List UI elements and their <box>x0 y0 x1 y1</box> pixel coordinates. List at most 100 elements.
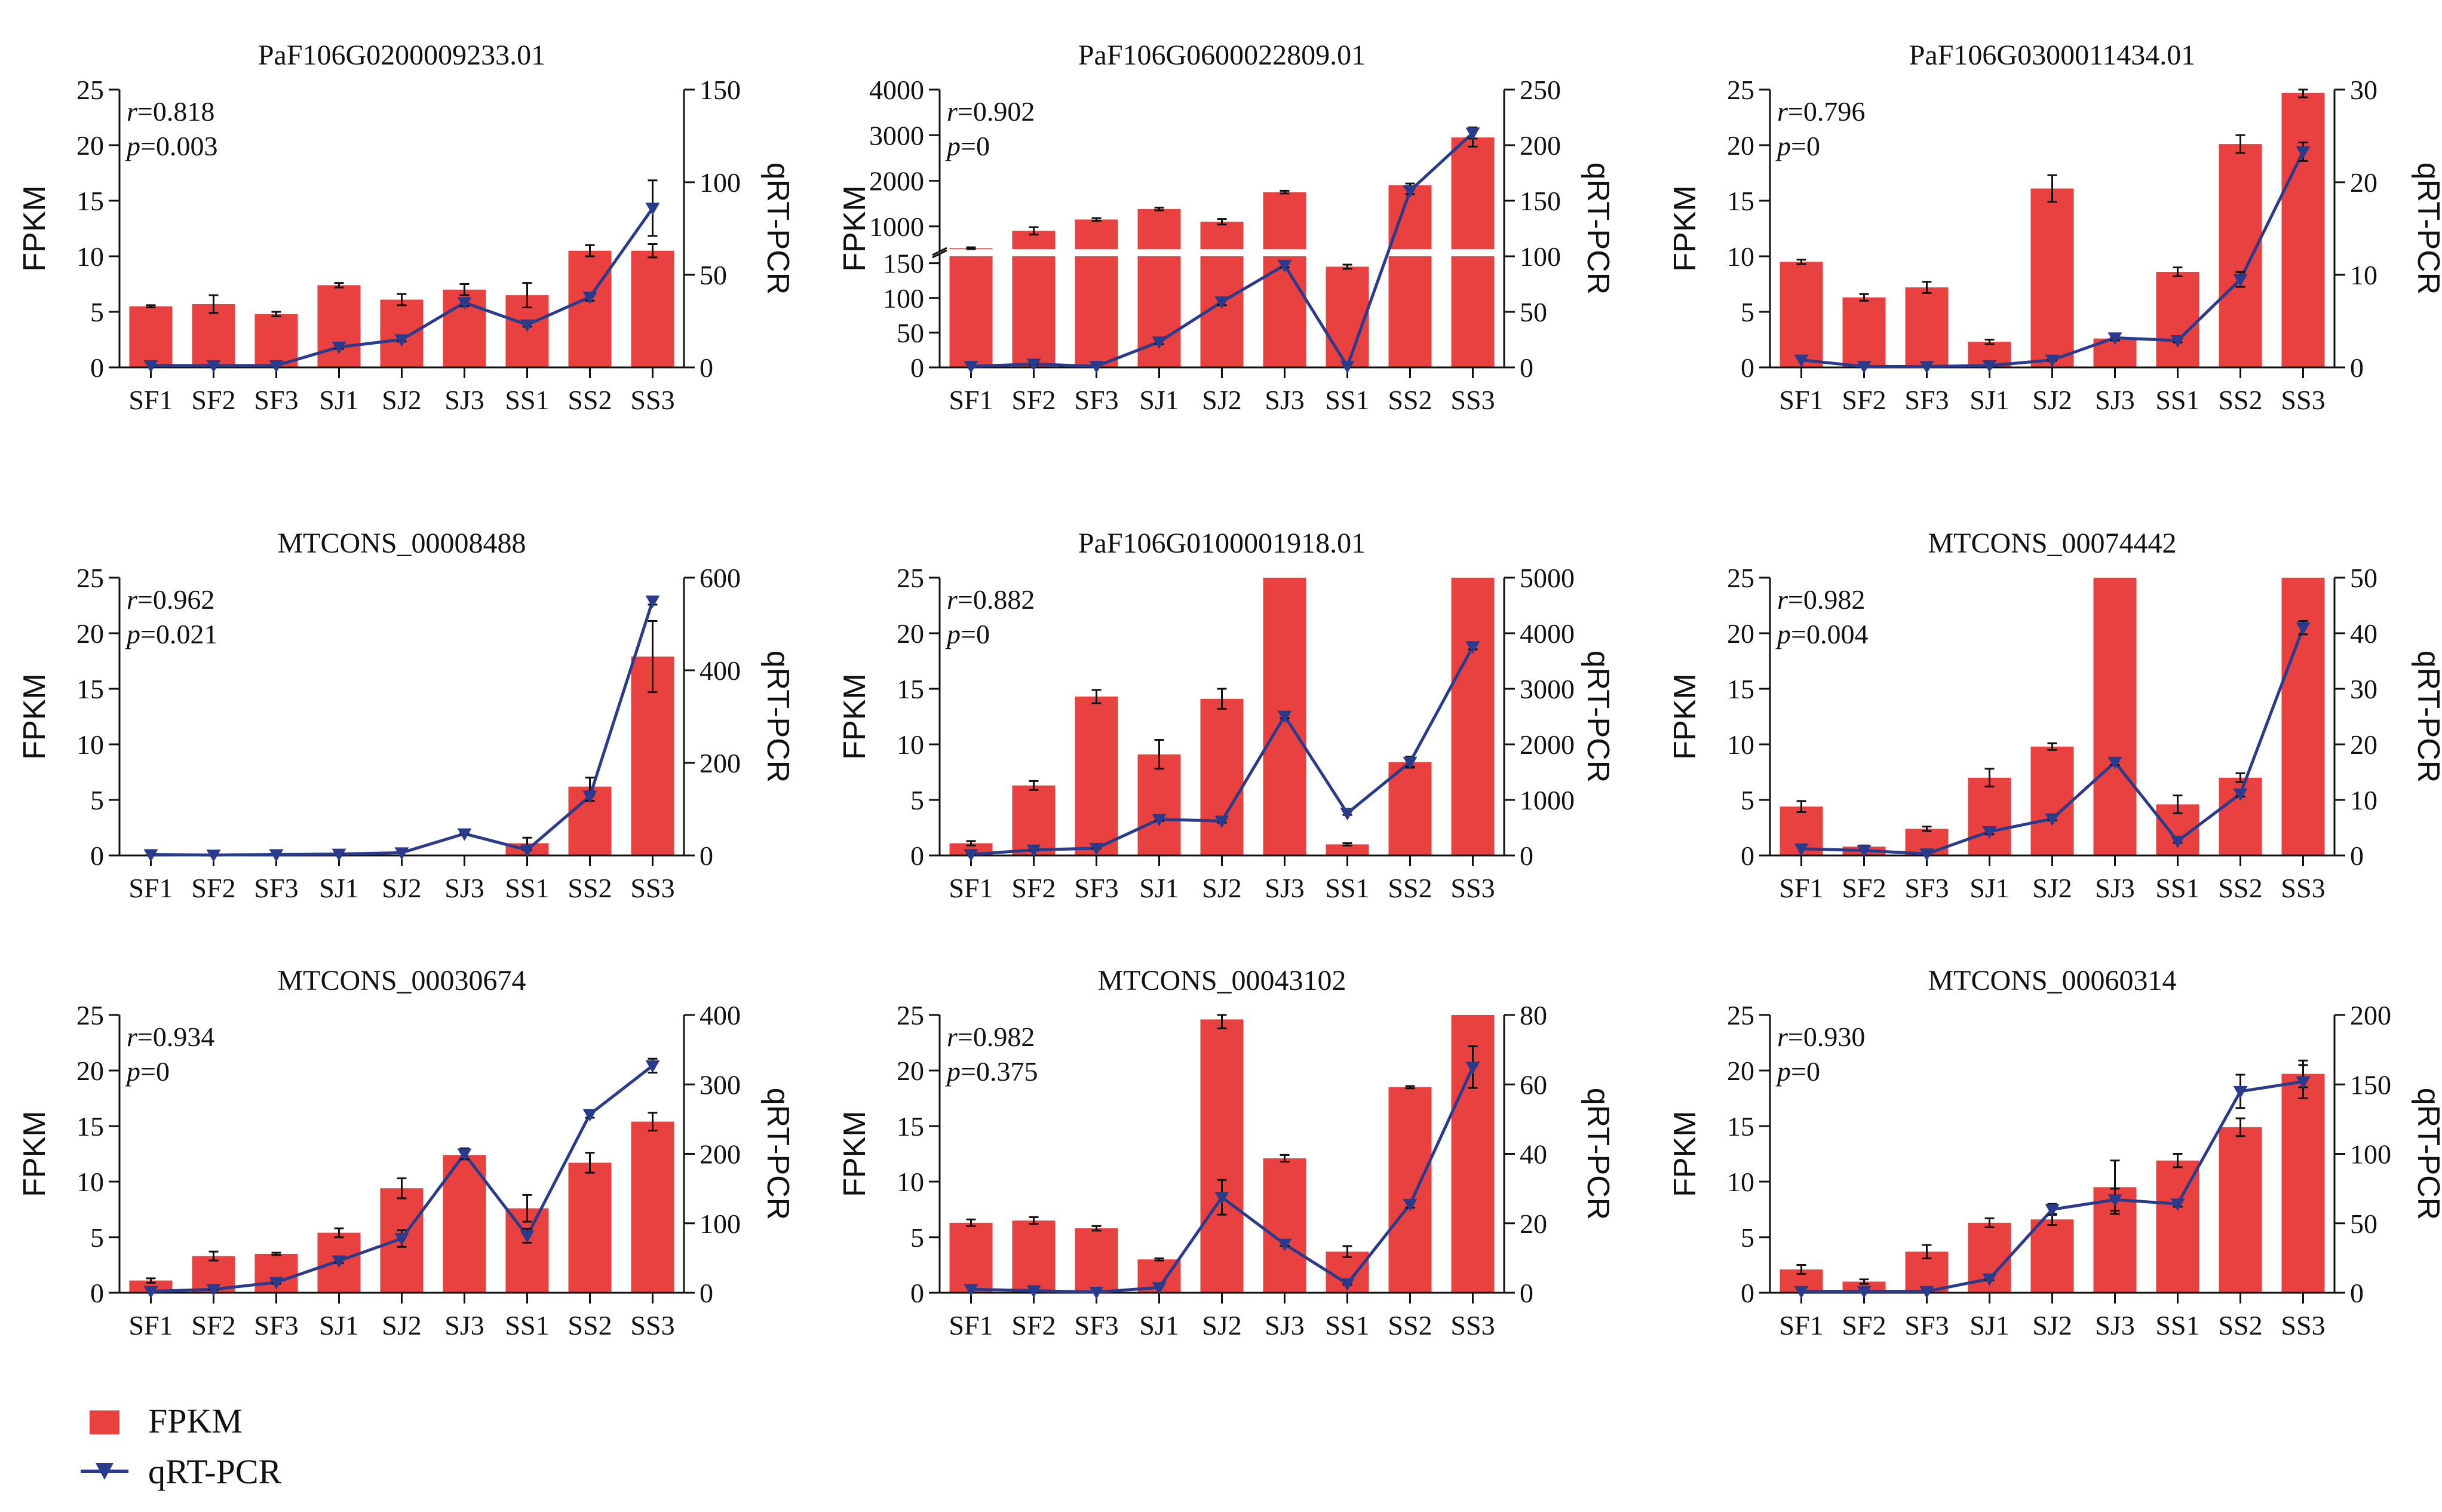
fpkm-bar <box>1012 1220 1056 1293</box>
qrt-point <box>1340 808 1355 821</box>
x-tick-label: SF1 <box>128 385 173 415</box>
fpkm-bar <box>1968 777 2011 855</box>
fpkm-bar <box>1263 1158 1306 1293</box>
fpkm-tick-label: 5 <box>1741 1222 1754 1253</box>
qrt-point <box>520 1230 535 1243</box>
fpkm-bar <box>129 306 173 367</box>
qrt-point <box>2045 354 2060 367</box>
qrt-point <box>206 360 221 373</box>
x-tick-label: SS1 <box>505 1310 549 1341</box>
fpkm-tick-label: 0 <box>1741 352 1754 383</box>
qrt-point <box>1277 259 1292 272</box>
fpkm-bar <box>1388 1087 1432 1293</box>
qrt-point <box>143 360 158 373</box>
qrt-point <box>582 292 597 305</box>
fpkm-bar <box>568 1163 612 1293</box>
r-annotation: r=0.796 <box>1777 96 1865 127</box>
fpkm-error-bar <box>1217 688 1227 710</box>
fpkm-error-bar <box>1154 739 1164 770</box>
x-tick-label: SS2 <box>1388 385 1432 415</box>
fpkm-tick-label: 50 <box>897 318 924 348</box>
x-tick-label: SF3 <box>1904 1310 1949 1341</box>
fpkm-bar <box>2281 578 2325 855</box>
fpkm-error-bar <box>585 244 595 257</box>
fpkm-tick-label: 5 <box>90 785 104 815</box>
x-tick-label: SF2 <box>1842 873 1886 903</box>
fpkm-error-bar <box>1280 189 1290 195</box>
fpkm-error-bar <box>1405 1085 1415 1090</box>
x-tick-label: SJ3 <box>2095 873 2134 903</box>
x-tick-label: SS1 <box>1325 873 1369 903</box>
x-tick-label: SF1 <box>949 873 993 903</box>
fpkm-tick-label: 20 <box>76 130 104 161</box>
fpkm-bar <box>1075 1228 1118 1293</box>
fpkm-bar <box>192 303 235 367</box>
fpkm-error-bar <box>1029 226 1039 236</box>
fpkm-error-bar <box>648 620 658 694</box>
qrt-tick-label: 80 <box>1520 1000 1547 1031</box>
fpkm-bar <box>1137 208 1181 249</box>
x-tick-label: SF3 <box>1074 873 1118 903</box>
fpkm-tick-label: 0 <box>1741 841 1754 871</box>
fpkm-tick-label: 20 <box>1727 618 1754 649</box>
fpkm-bar <box>1780 262 1823 367</box>
fpkm-error-bar <box>1796 800 1806 813</box>
fpkm-error-bar <box>1029 1216 1039 1225</box>
qrt-point <box>1857 845 1872 858</box>
x-tick-label: SF3 <box>254 385 298 415</box>
fpkm-bar <box>1326 266 1369 367</box>
qrt-point <box>1465 1062 1480 1075</box>
qrt-point <box>2107 756 2122 769</box>
chart-title: MTCONS_00008488 <box>277 527 526 559</box>
fpkm-bar <box>317 285 361 367</box>
x-tick-label: SS3 <box>630 1310 674 1341</box>
qrt-point <box>645 1060 660 1073</box>
qrt-point <box>394 847 409 860</box>
fpkm-axis-label: FPKM <box>17 673 52 759</box>
fpkm-tick-label: 20 <box>897 1056 924 1086</box>
qrt-point <box>143 1286 158 1299</box>
qrt-point <box>394 1233 409 1246</box>
qrt-tick-label: 150 <box>2350 1069 2391 1100</box>
x-tick-label: SJ2 <box>382 385 421 415</box>
qrt-point <box>2296 622 2311 635</box>
qrt-point <box>2296 1076 2311 1089</box>
fpkm-error-bar <box>648 1112 658 1131</box>
fpkm-error-bar <box>1217 1014 1227 1029</box>
qrt-point <box>269 849 284 862</box>
x-tick-label: SF1 <box>128 1310 173 1341</box>
fpkm-tick-label: 5 <box>910 785 924 815</box>
fpkm-bar <box>254 314 298 367</box>
fpkm-tick-label: 20 <box>1727 130 1754 161</box>
chart-panel: 0 5 10 15 20 25 0 50 100 150 SF1 SF2 SF3 SJ1 SJ2 SJ3 SS1… <box>17 39 795 415</box>
qrt-tick-label: 200 <box>700 748 741 778</box>
fpkm-bar <box>1012 785 1056 855</box>
chart-title: MTCONS_00043102 <box>1097 965 1346 996</box>
x-tick-label: SJ1 <box>1969 873 2009 903</box>
x-tick-label: SS3 <box>630 385 674 415</box>
qrt-point <box>206 849 221 863</box>
legend-fpkm-label: FPKM <box>148 1401 243 1440</box>
chart-panel: 0 5 10 15 20 25 0 10 20 30 SF1 SF2 SF3 SJ1 SJ2 SJ3 SS1 SS… <box>1668 39 2442 415</box>
fpkm-bar <box>2281 93 2325 367</box>
x-tick-label: SS2 <box>2218 873 2262 903</box>
fpkm-error-bar <box>522 282 532 309</box>
fpkm-bar <box>1451 256 1495 367</box>
fpkm-bar <box>443 1155 486 1293</box>
fpkm-error-bar <box>459 283 470 296</box>
fpkm-error-bar <box>1922 826 1932 832</box>
x-tick-label: SF3 <box>254 873 298 903</box>
fpkm-bar <box>2219 144 2262 367</box>
qrt-tick-label: 0 <box>1520 841 1533 871</box>
qrt-tick-label: 60 <box>1520 1069 1547 1100</box>
fpkm-tick-label: 5 <box>1741 297 1754 327</box>
fpkm-bar <box>2030 188 2074 367</box>
qrt-point <box>1214 296 1229 309</box>
chart-title: MTCONS_00030674 <box>277 965 526 996</box>
x-tick-label: SS3 <box>2281 1310 2325 1341</box>
fpkm-error-bar <box>1091 689 1102 704</box>
qrt-tick-label: 10 <box>2350 260 2377 290</box>
p-annotation: p=0 <box>945 619 990 649</box>
qrt-point <box>1794 354 1809 367</box>
